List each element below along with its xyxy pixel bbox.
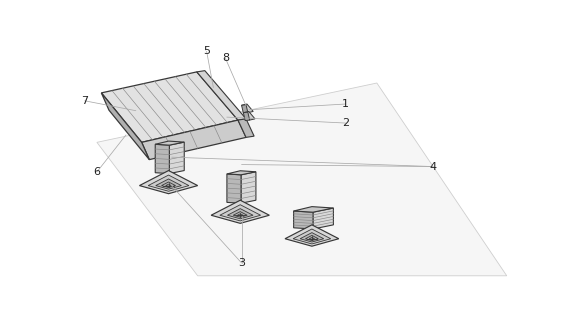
Polygon shape — [238, 119, 254, 137]
Polygon shape — [305, 235, 318, 240]
Polygon shape — [242, 104, 253, 113]
Polygon shape — [166, 184, 172, 187]
Polygon shape — [243, 112, 250, 121]
Polygon shape — [227, 171, 256, 175]
Polygon shape — [169, 142, 184, 174]
Polygon shape — [243, 111, 255, 120]
Text: 5: 5 — [203, 46, 210, 56]
Text: 8: 8 — [222, 53, 229, 63]
Polygon shape — [101, 72, 238, 142]
Polygon shape — [309, 237, 314, 239]
Polygon shape — [142, 120, 246, 160]
Polygon shape — [101, 93, 149, 160]
Polygon shape — [285, 225, 339, 246]
Text: 7: 7 — [81, 96, 88, 106]
Polygon shape — [148, 175, 189, 191]
Polygon shape — [294, 211, 313, 229]
Polygon shape — [220, 205, 261, 221]
Polygon shape — [241, 172, 256, 203]
Polygon shape — [227, 209, 253, 219]
Polygon shape — [155, 144, 169, 174]
Polygon shape — [197, 71, 246, 120]
Polygon shape — [155, 141, 184, 145]
Polygon shape — [242, 105, 248, 113]
Text: 1: 1 — [342, 99, 349, 109]
Polygon shape — [97, 83, 507, 276]
Text: 6: 6 — [94, 167, 101, 177]
Polygon shape — [139, 170, 198, 194]
Polygon shape — [155, 179, 181, 189]
Text: 4: 4 — [429, 161, 436, 171]
Text: 2: 2 — [342, 118, 349, 128]
Polygon shape — [234, 212, 247, 217]
Text: 3: 3 — [238, 258, 245, 268]
Polygon shape — [227, 174, 241, 203]
Polygon shape — [211, 200, 269, 223]
Polygon shape — [300, 233, 324, 242]
Polygon shape — [294, 207, 334, 212]
Polygon shape — [162, 182, 176, 187]
Polygon shape — [313, 208, 334, 229]
Polygon shape — [238, 214, 243, 216]
Polygon shape — [293, 229, 331, 244]
